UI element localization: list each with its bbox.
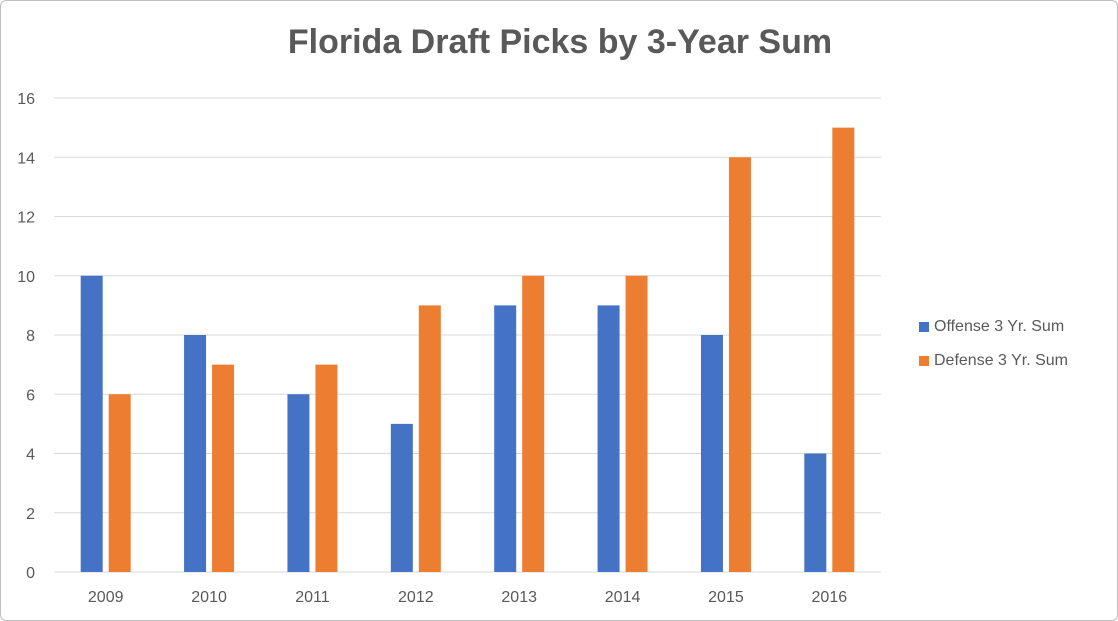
chart-title: Florida Draft Picks by 3-Year Sum — [1, 23, 1117, 62]
bar-defense-2009 — [108, 394, 131, 572]
x-tick-label-2014: 2014 — [605, 589, 641, 606]
y-tick-label-4: 4 — [26, 447, 35, 464]
y-tick-label-2: 2 — [26, 506, 35, 523]
y-tick-label-8: 8 — [26, 328, 35, 345]
bar-defense-2011 — [315, 364, 338, 572]
x-tick-label-2012: 2012 — [398, 589, 434, 606]
legend-item-offense: Offense 3 Yr. Sum — [919, 317, 1068, 337]
y-tick-label-0: 0 — [26, 565, 35, 582]
x-tick-label-2010: 2010 — [191, 589, 227, 606]
bar-offense-2010 — [184, 335, 207, 572]
legend-label-offense: Offense 3 Yr. Sum — [934, 318, 1065, 335]
bar-defense-2012 — [418, 305, 441, 572]
bar-offense-2012 — [390, 423, 413, 572]
bar-defense-2015 — [728, 157, 751, 572]
bar-defense-2013 — [522, 275, 545, 572]
bar-defense-2010 — [212, 364, 235, 572]
bar-defense-2016 — [832, 127, 855, 572]
legend-swatch-offense — [919, 322, 929, 332]
bar-offense-2013 — [494, 305, 517, 572]
bar-offense-2009 — [80, 275, 103, 572]
x-tick-label-2009: 2009 — [88, 589, 124, 606]
chart-legend: Offense 3 Yr. Sum Defense 3 Yr. Sum — [919, 317, 1068, 385]
y-tick-label-14: 14 — [17, 150, 35, 167]
bar-offense-2015 — [700, 335, 723, 572]
x-tick-label-2013: 2013 — [501, 589, 537, 606]
x-tick-label-2015: 2015 — [708, 589, 744, 606]
bar-offense-2016 — [804, 453, 827, 572]
legend-swatch-defense — [919, 356, 929, 366]
y-tick-label-16: 16 — [17, 91, 35, 108]
bar-defense-2014 — [625, 275, 648, 572]
y-tick-label-10: 10 — [17, 269, 35, 286]
legend-label-defense: Defense 3 Yr. Sum — [934, 352, 1068, 369]
x-tick-label-2016: 2016 — [812, 589, 848, 606]
chart-title-text: Florida Draft Picks by 3-Year Sum — [287, 23, 833, 61]
legend-item-defense: Defense 3 Yr. Sum — [919, 351, 1068, 371]
x-tick-label-2011: 2011 — [295, 589, 330, 606]
bar-offense-2014 — [597, 305, 620, 572]
y-tick-label-12: 12 — [17, 210, 35, 227]
y-tick-label-6: 6 — [26, 387, 35, 404]
bar-offense-2011 — [287, 394, 310, 572]
